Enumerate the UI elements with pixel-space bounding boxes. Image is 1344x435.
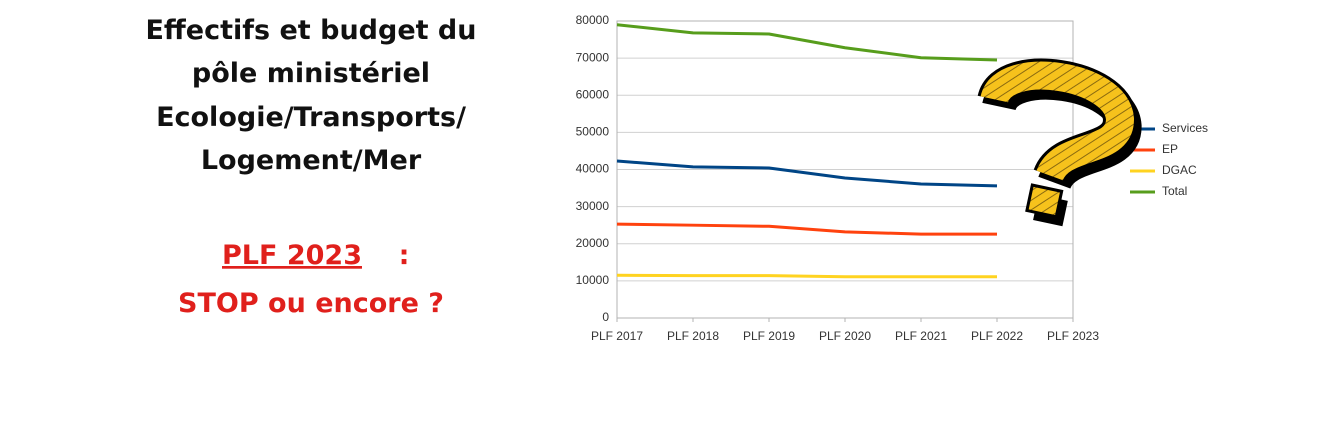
chart: 0 10000 20000 30000 40000 50000 60000 70000 8000… [576,13,1208,343]
x-tick-label: PLF 2021 [895,329,947,343]
series-line [616,273,997,279]
x-tick-label: PLF 2018 [667,329,719,343]
series-line [616,159,998,188]
y-tick-label: 20000 [576,236,610,250]
legend-label: Total [1162,184,1187,198]
y-tick-label: 10000 [576,273,610,287]
series-line [616,23,998,62]
y-tick-label: 80000 [576,13,610,27]
y-tick-label: 0 [602,310,609,324]
y-tick-label: 30000 [576,199,610,213]
x-tick-label: PLF 2017 [591,329,643,343]
heading: Effectifs et budget du pôle ministériel … [145,15,476,319]
subtitle-line: STOP ou encore ? [178,288,444,319]
y-tick-label: 70000 [576,50,610,64]
x-tick-label: PLF 2023 [1047,329,1099,343]
x-tick-label: PLF 2020 [819,329,871,343]
legend-label: Services [1162,121,1208,135]
heading-line: pôle ministériel [192,58,430,89]
y-tick-label: 50000 [576,125,610,139]
x-tick-label: PLF 2022 [971,329,1023,343]
heading-line: Logement/Mer [201,145,422,176]
question-mark-icon [977,58,1142,227]
legend-label: DGAC [1162,163,1197,177]
series-line [616,222,997,236]
subtitle-label: PLF 2023 [222,240,362,271]
x-tick-label: PLF 2019 [743,329,795,343]
legend-label: EP [1162,142,1178,156]
y-tick-label: 60000 [576,87,610,101]
subtitle-colon: : [399,240,410,271]
y-tick-label: 40000 [576,162,610,176]
heading-line: Ecologie/Transports/ [156,102,466,133]
heading-line: Effectifs et budget du [145,15,476,46]
